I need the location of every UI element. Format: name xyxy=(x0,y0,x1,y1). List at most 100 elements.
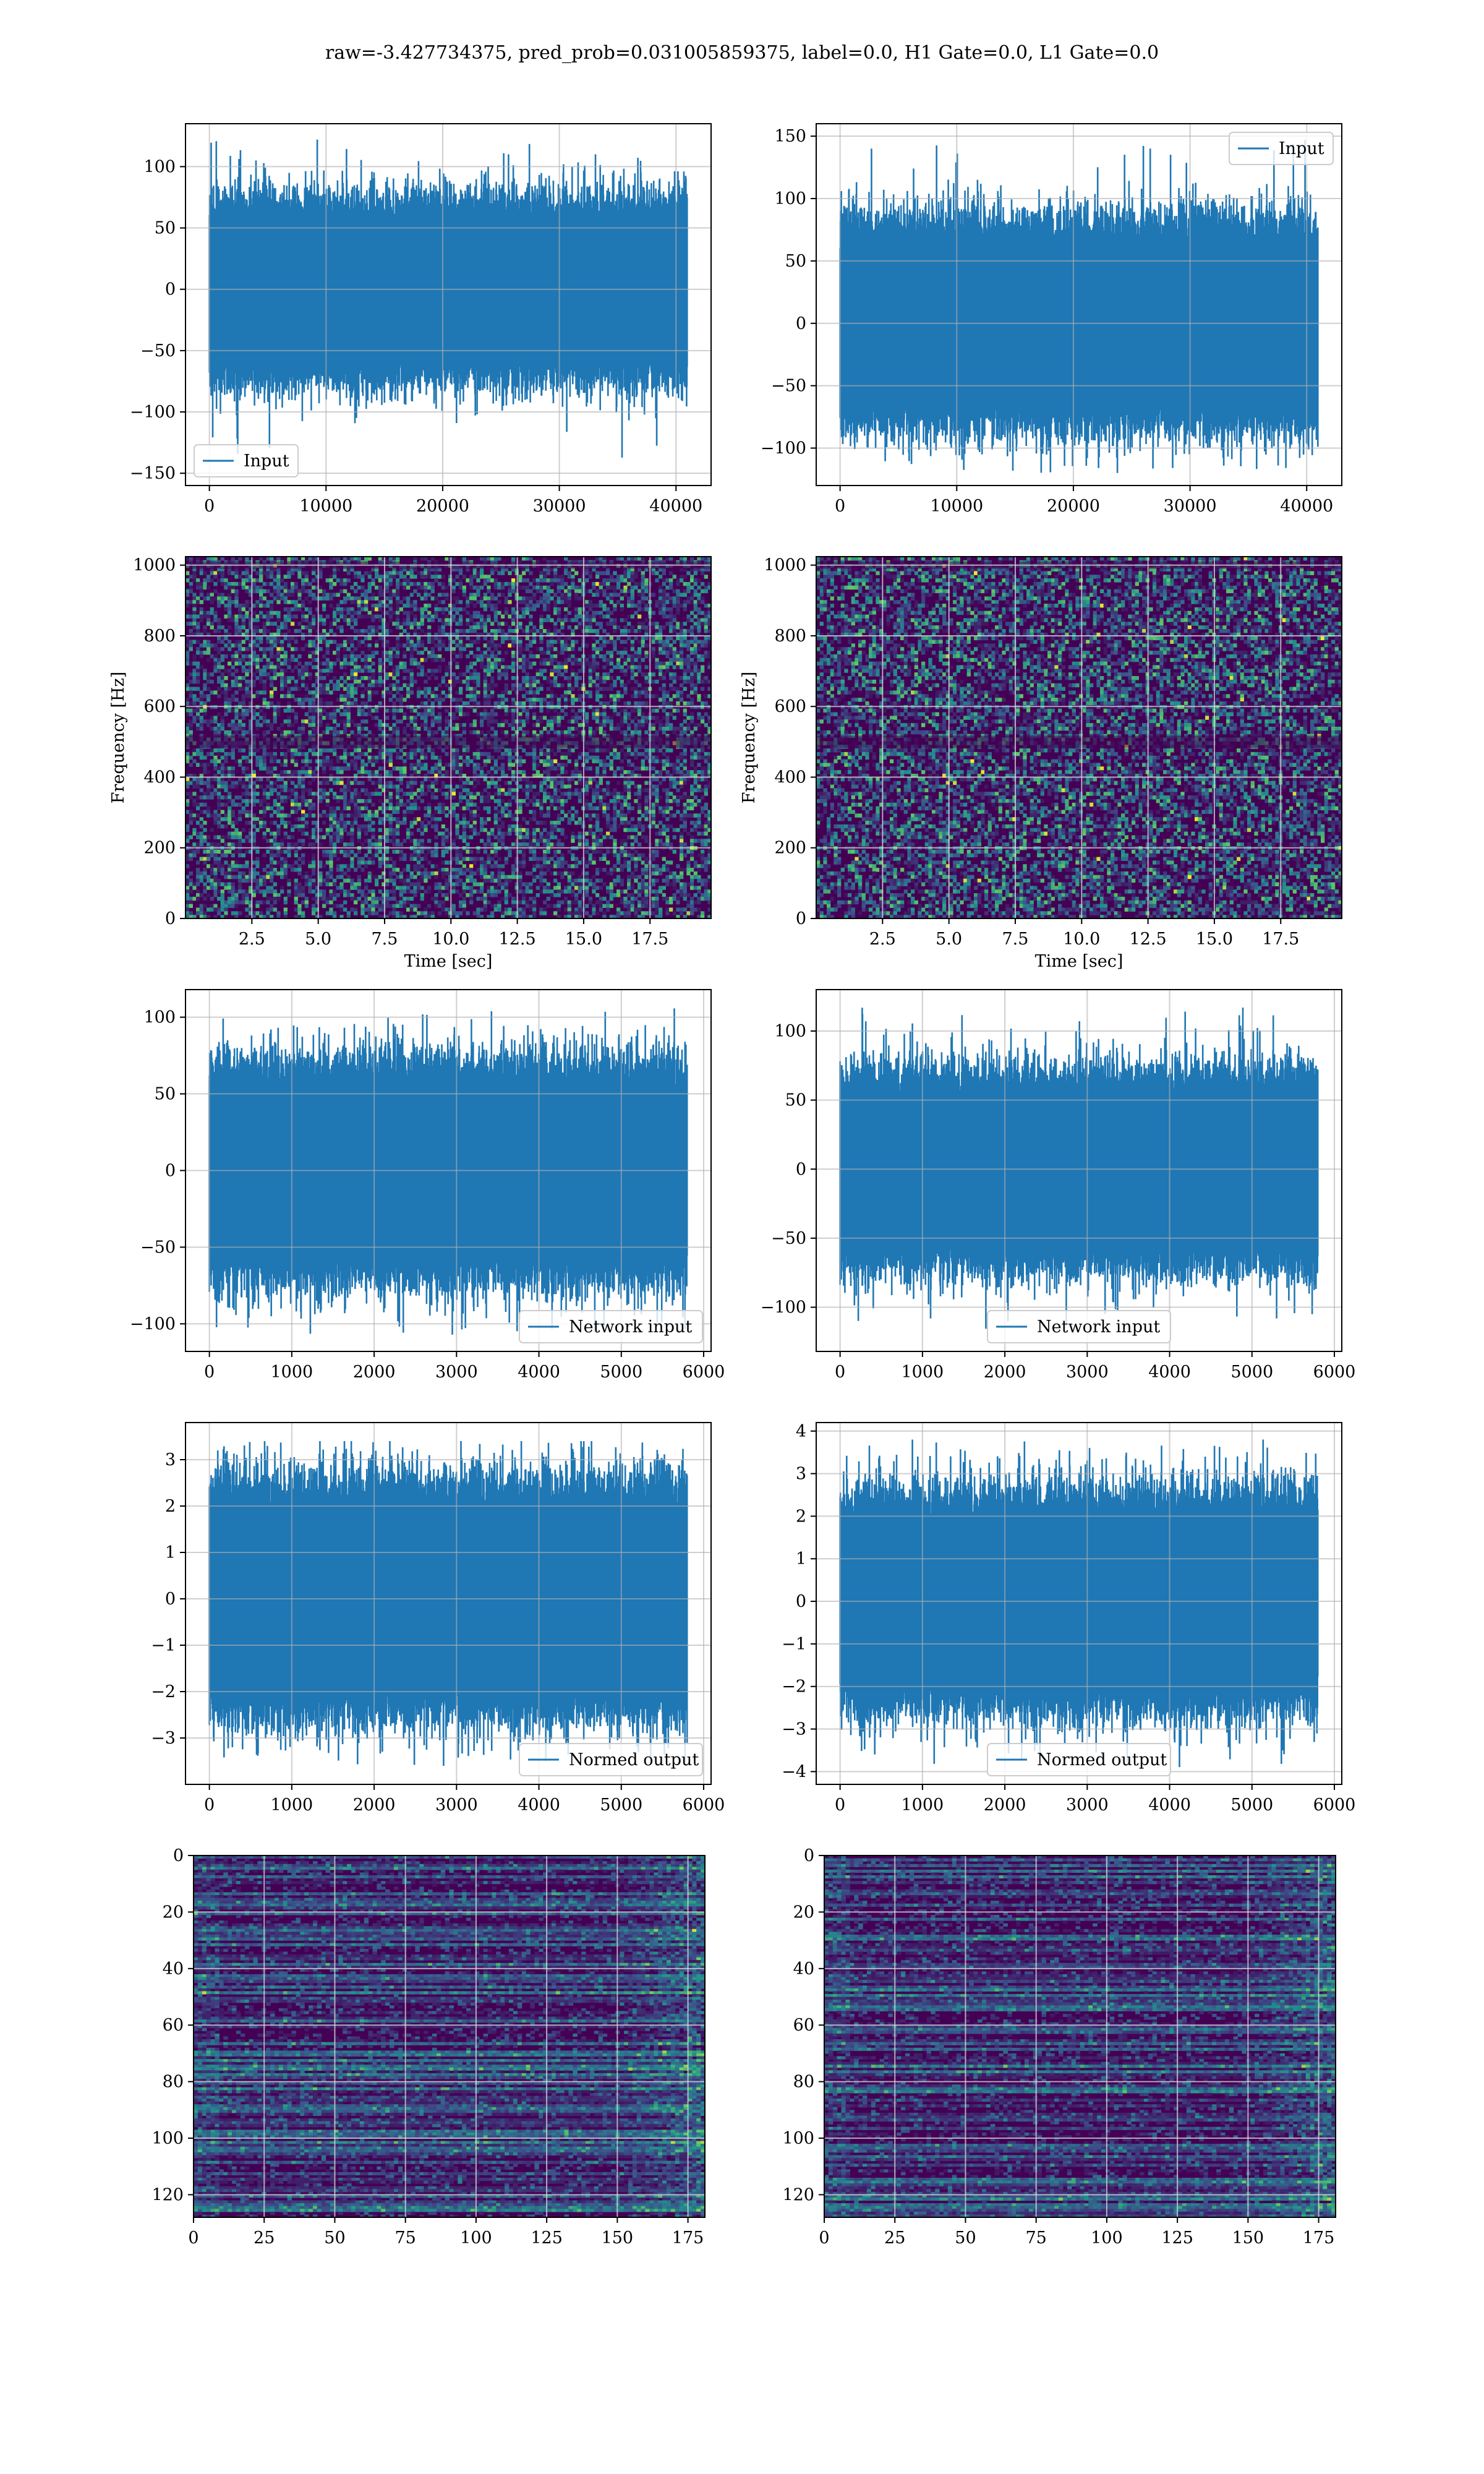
h1-spectrogram-ytick-label: 800 xyxy=(143,627,176,646)
h1-network-input-xtick-label: 0 xyxy=(204,1363,215,1382)
h1-normed-output-ytick-label: 1 xyxy=(165,1543,176,1562)
h1-spectrogram-panel: 2.5 5.0 7.5 10.0 12.5 15.0 17.5 0 200 400 600 800 10… xyxy=(109,556,712,971)
l1-input-xtick-label: 0 xyxy=(835,497,845,516)
h1-feature-map-xtick-label: 0 xyxy=(188,2228,198,2248)
h1-network-input-series-line xyxy=(208,1008,688,1335)
l1-network-input-xtick-label: 4000 xyxy=(1148,1363,1191,1382)
l1-network-input-xtick-label: 5000 xyxy=(1230,1363,1273,1382)
l1-feature-map-xtick-label: 50 xyxy=(955,2228,976,2248)
h1-normed-output-xtick-label: 6000 xyxy=(683,1796,725,1815)
h1-network-input-ytick-label: 0 xyxy=(165,1162,176,1181)
h1-spectrogram-xtick-label: 5.0 xyxy=(305,930,331,949)
h1-input-xtick-label: 20000 xyxy=(416,497,469,516)
l1-feature-map-xtick-label: 150 xyxy=(1232,2228,1264,2248)
h1-spectrogram-ytick-label: 200 xyxy=(143,839,176,858)
h1-normed-output-ytick-label: 0 xyxy=(165,1590,176,1609)
l1-input-ytick-label: 150 xyxy=(774,127,806,146)
l1-normed-output-series-line xyxy=(839,1439,1319,1768)
h1-input-xtick-label: 30000 xyxy=(533,497,586,516)
h1-normed-output-xtick-label: 4000 xyxy=(518,1796,560,1815)
l1-spectrogram-ytick-label: 400 xyxy=(774,768,806,787)
l1-input-xtick-label: 40000 xyxy=(1280,497,1333,516)
h1-normed-output-series-line xyxy=(208,1441,688,1766)
h1-feature-map-ytick-label: 80 xyxy=(163,2073,184,2092)
l1-spectrogram-xlabel: Time [sec] xyxy=(1035,952,1124,971)
l1-feature-map-ytick-label: 0 xyxy=(804,1846,814,1865)
h1-feature-map-xtick-label: 175 xyxy=(672,2228,704,2248)
l1-spectrogram-ytick-label: 200 xyxy=(774,839,806,858)
h1-network-input-xtick-label: 4000 xyxy=(518,1363,560,1382)
l1-spectrogram-xtick-label: 12.5 xyxy=(1130,930,1167,949)
l1-input-panel: 0 10000 20000 30000 40000 −100 −50 0 50 100 150 Inp… xyxy=(761,123,1342,516)
l1-network-input-ytick-label: −100 xyxy=(761,1298,806,1317)
h1-normed-output-grid xyxy=(186,1423,711,1784)
h1-spectrogram-xtick-label: 17.5 xyxy=(631,930,668,949)
l1-input-legend: Input xyxy=(1229,132,1334,165)
h1-network-input-grid xyxy=(186,990,711,1351)
h1-normed-output-xtick-label: 1000 xyxy=(271,1796,313,1815)
h1-network-input-xtick-label: 5000 xyxy=(600,1363,642,1382)
l1-network-input-xtick-label: 6000 xyxy=(1313,1363,1356,1382)
l1-network-input-ytick-label: 50 xyxy=(785,1091,806,1110)
l1-feature-map-ytick-label: 80 xyxy=(793,2073,814,2092)
l1-normed-output-xtick-label: 3000 xyxy=(1066,1796,1109,1815)
h1-spectrogram-grid xyxy=(186,557,711,919)
l1-normed-output-grid xyxy=(816,1423,1342,1784)
l1-normed-output-xtick-label: 5000 xyxy=(1230,1796,1273,1815)
h1-input-grid xyxy=(186,124,711,486)
l1-normed-output-frame xyxy=(816,1422,1342,1785)
l1-network-input-ytick-label: 100 xyxy=(774,1022,806,1041)
l1-normed-output-ytick-label: 1 xyxy=(796,1549,806,1569)
l1-network-input-legend: Network input xyxy=(987,1310,1171,1343)
l1-input-ytick-label: 50 xyxy=(785,252,806,271)
l1-feature-map-xtick-label: 25 xyxy=(884,2228,905,2248)
l1-feature-map-ytick-label: 20 xyxy=(793,1903,814,1922)
l1-normed-output-ytick-label: 4 xyxy=(796,1422,806,1441)
l1-feature-map-ytick-label: 120 xyxy=(782,2185,814,2204)
l1-input-xtick-label: 30000 xyxy=(1164,497,1217,516)
l1-input-grid xyxy=(816,124,1342,486)
h1-network-input-xtick-label: 6000 xyxy=(683,1363,725,1382)
h1-feature-map-xtick-label: 50 xyxy=(324,2228,345,2248)
h1-network-input-ytick-label: 50 xyxy=(155,1085,176,1104)
h1-normed-output-xtick-label: 5000 xyxy=(600,1796,642,1815)
h1-feature-map-ytick-label: 0 xyxy=(173,1846,184,1865)
h1-feature-map-xtick-label: 100 xyxy=(460,2228,492,2248)
h1-input-ytick-label: −50 xyxy=(140,341,176,361)
l1-network-input-series-line xyxy=(839,1008,1319,1329)
h1-normed-output-panel: 0 1000 2000 3000 4000 5000 6000 −3 −2 −1 0 1 2 3 Norme… xyxy=(151,1422,725,1815)
l1-network-input-xtick-label: 1000 xyxy=(902,1363,944,1382)
l1-feature-map-ytick-label: 100 xyxy=(782,2129,814,2148)
l1-normed-output-ytick-label: 2 xyxy=(796,1507,806,1526)
l1-feature-map-xtick-label: 0 xyxy=(819,2228,829,2248)
h1-spectrogram-ytick-label: 0 xyxy=(165,909,176,928)
h1-network-input-panel: 0 1000 2000 3000 4000 5000 6000 −100 −50 0 50 100 Ne… xyxy=(130,989,725,1382)
l1-spectrogram-ytick-label: 0 xyxy=(796,909,806,928)
l1-input-frame xyxy=(816,123,1342,486)
l1-feature-map-ytick-label: 40 xyxy=(793,1959,814,1979)
h1-spectrogram-ylabel: Frequency [Hz] xyxy=(109,672,128,803)
l1-network-input-ytick-label: −50 xyxy=(771,1229,806,1248)
h1-feature-map-ytick-label: 100 xyxy=(151,2129,184,2148)
h1-feature-map-panel: 0 25 50 75 100 125 150 175 0 20 40 60 80 100 120 xyxy=(151,1846,706,2248)
h1-feature-map-ytick-label: 40 xyxy=(163,1959,184,1979)
h1-spectrogram-ytick-label: 1000 xyxy=(133,556,176,575)
h1-spectrogram-xtick-label: 15.0 xyxy=(565,930,602,949)
l1-normed-output-xtick-label: 2000 xyxy=(984,1796,1026,1815)
h1-input-panel: 0 10000 20000 30000 40000 −150 −100 −50 0 50 100 In… xyxy=(130,123,712,516)
l1-spectrogram-xtick-label: 7.5 xyxy=(1002,930,1028,949)
l1-input-ytick-label: 100 xyxy=(774,189,806,208)
l1-spectrogram-panel: 2.5 5.0 7.5 10.0 12.5 15.0 17.5 0 200 400 600 800 10… xyxy=(740,556,1342,971)
l1-spectrogram-xtick-label: 5.0 xyxy=(936,930,962,949)
h1-normed-output-ytick-label: 3 xyxy=(165,1450,176,1470)
h1-network-input-ytick-label: 100 xyxy=(143,1008,176,1027)
l1-spectrogram-ytick-label: 800 xyxy=(774,627,806,646)
l1-network-input-legend-label: Network input xyxy=(1037,1317,1160,1337)
h1-normed-output-ytick-label: −3 xyxy=(151,1729,176,1748)
l1-spectrogram-ylabel: Frequency [Hz] xyxy=(740,672,759,803)
h1-input-legend-label: Input xyxy=(244,452,289,471)
h1-feature-map-ytick-label: 60 xyxy=(163,2016,184,2035)
l1-spectrogram-xtick-label: 17.5 xyxy=(1262,930,1299,949)
h1-normed-output-xtick-label: 2000 xyxy=(353,1796,396,1815)
l1-input-ytick-label: 0 xyxy=(796,314,806,333)
